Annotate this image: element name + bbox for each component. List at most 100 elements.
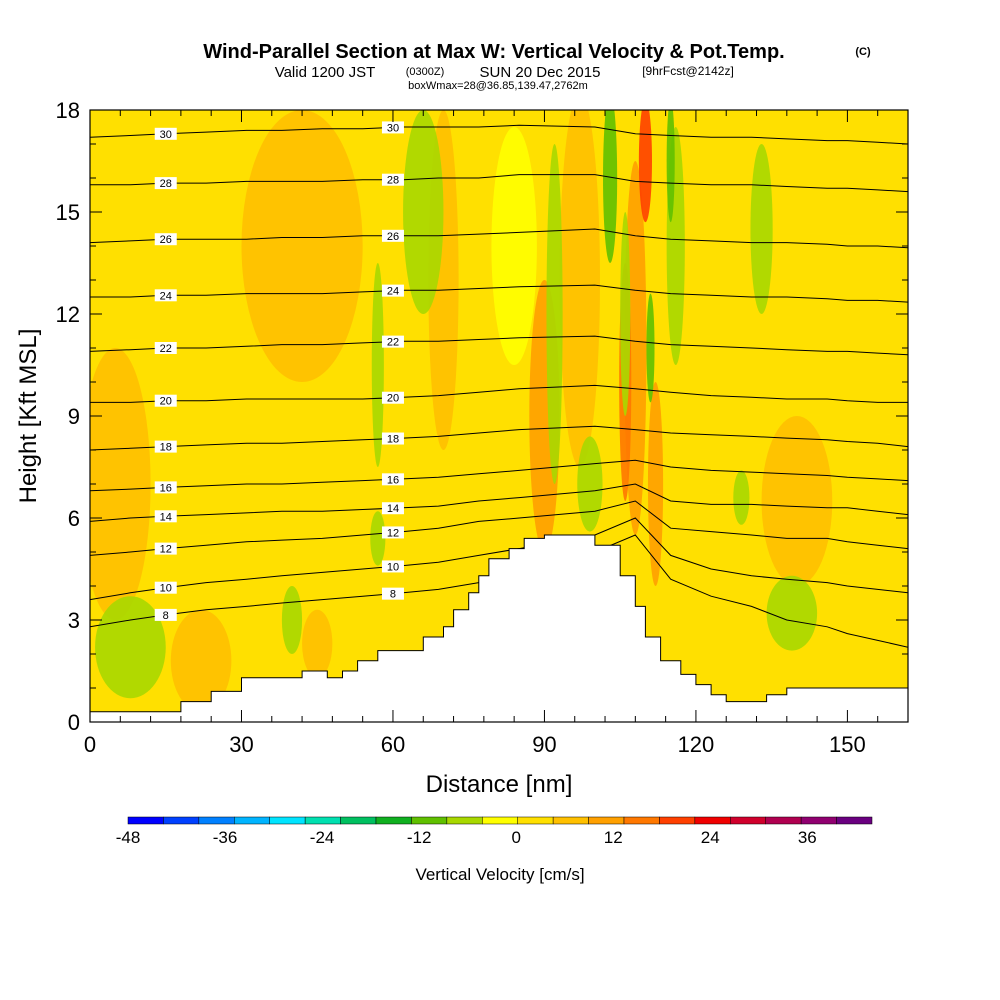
velocity-cell-20 (577, 436, 603, 532)
contour-label-bg-8-0 (154, 608, 177, 621)
theta-contour-14 (90, 483, 908, 522)
colorbar-swatch-2 (198, 816, 235, 825)
contour-label-bg-24-0 (154, 289, 177, 302)
contour-label-bg-30-1 (381, 121, 404, 134)
y-tick-label-15: 15 (56, 200, 80, 225)
contour-label-bg-18-1 (381, 432, 404, 445)
colorbar-tick-1: -36 (213, 828, 238, 847)
velocity-cell-8 (761, 416, 833, 586)
velocity-cell-12 (403, 110, 444, 314)
y-axis-label: Height [Kft MSL] (15, 329, 42, 504)
velocity-cell-27 (370, 511, 386, 566)
colorbar-swatch-1 (163, 816, 200, 825)
colorbar-swatch-20 (836, 816, 873, 825)
contour-label-bg-30-0 (154, 127, 177, 140)
colorbar-swatch-19 (800, 816, 837, 825)
chart-title-suffix: (C) (855, 46, 871, 58)
theta-contour-26 (90, 228, 908, 249)
contour-label-20-0: 20 (160, 396, 172, 408)
contour-label-22-1: 22 (387, 337, 399, 349)
contour-label-30-0: 30 (160, 129, 172, 141)
velocity-cell-25 (733, 470, 750, 525)
x-tick-label-30: 30 (229, 732, 253, 757)
y-tick-label-12: 12 (56, 302, 80, 327)
velocity-cell-16 (620, 212, 631, 416)
contour-label-bg-22-0 (154, 342, 177, 354)
velocity-cell-21 (646, 293, 655, 403)
contour-label-20-1: 20 (387, 393, 399, 405)
contour-label-12-1: 12 (387, 527, 399, 539)
velocity-cell-19 (750, 144, 773, 314)
velocity-cell-10 (302, 609, 333, 678)
contour-label-24-0: 24 (160, 290, 172, 302)
contour-label-bg-10-1 (381, 560, 404, 573)
contour-label-8-0: 8 (163, 610, 169, 622)
velocity-cell-5 (647, 382, 664, 586)
colorbar-swatch-0 (127, 816, 164, 825)
contour-label-14-0: 14 (160, 511, 172, 523)
x-tick-label-120: 120 (678, 732, 715, 757)
forecast-info: [9hrFcst@2142z] (642, 64, 734, 78)
contour-label-bg-12-0 (154, 542, 177, 555)
y-tick-label-6: 6 (68, 506, 80, 531)
theta-contour-12 (90, 500, 908, 556)
contour-label-22-0: 22 (160, 343, 172, 355)
contour-label-16-0: 16 (160, 482, 172, 494)
contour-label-bg-8-1 (381, 587, 404, 600)
contour-label-28-0: 28 (160, 178, 172, 190)
colorbar-swatch-4 (269, 816, 306, 825)
contour-label-bg-18-0 (154, 440, 177, 453)
contour-label-26-0: 26 (160, 234, 172, 246)
theta-contour-10 (90, 517, 908, 601)
contour-label-bg-28-0 (154, 177, 177, 190)
contour-label-26-1: 26 (387, 231, 399, 243)
colorbar-swatch-18 (765, 816, 802, 825)
chart-title: Wind-Parallel Section at Max W: Vertical… (203, 41, 784, 63)
colorbar-swatch-14 (623, 816, 660, 825)
theta-contour-20 (90, 384, 908, 403)
velocity-cell-26 (766, 575, 818, 651)
velocity-cell-15 (603, 110, 618, 263)
theta-contour-22 (90, 335, 908, 356)
colorbar-swatch-12 (552, 816, 589, 825)
y-tick-label-9: 9 (68, 404, 80, 429)
colorbar-label: Vertical Velocity [cm/s] (415, 865, 584, 884)
colorbar-swatch-8 (411, 816, 448, 825)
contour-label-12-0: 12 (160, 544, 172, 556)
contour-label-bg-16-1 (381, 473, 404, 486)
contour-label-8-1: 8 (390, 589, 396, 601)
contour-label-bg-20-1 (381, 391, 404, 404)
contour-label-bg-26-0 (154, 233, 177, 246)
colorbar-tick-0: -48 (116, 828, 141, 847)
contour-label-10-0: 10 (160, 583, 172, 595)
axis-ticks: 0 30 60 90 120 150 0 3 6 9 12 15 18 (56, 98, 909, 757)
colorbar-swatch-16 (694, 816, 731, 825)
contour-label-bg-14-0 (154, 510, 177, 523)
contour-label-bg-12-1 (381, 526, 404, 539)
contour-label-16-1: 16 (387, 474, 399, 486)
colorbar-swatch-7 (375, 816, 412, 825)
colorbar-swatch-11 (517, 816, 554, 825)
contour-label-bg-28-1 (381, 173, 404, 186)
colorbar-tick-7: 36 (798, 828, 817, 847)
box-wmax-info: boxWmax=28@36.85,139.47,2762m (408, 80, 588, 92)
colorbar-swatch-5 (304, 816, 341, 825)
contour-label-14-1: 14 (387, 503, 399, 515)
theta-contour-18 (90, 425, 908, 451)
colorbar-swatch-9 (446, 816, 483, 825)
valid-time: Valid 1200 JST (275, 64, 376, 81)
contour-label-18-1: 18 (387, 434, 399, 446)
x-tick-label-150: 150 (829, 732, 866, 757)
contour-label-bg-20-0 (154, 394, 177, 407)
y-tick-label-3: 3 (68, 608, 80, 633)
terrain (90, 534, 908, 722)
velocity-cell-18 (666, 110, 675, 223)
contour-label-24-1: 24 (387, 286, 399, 298)
contour-label-bg-14-1 (381, 502, 404, 515)
contour-label-bg-26-1 (381, 229, 404, 242)
terrain-profile (90, 534, 908, 722)
colorbar-swatch-3 (234, 816, 270, 825)
contour-label-18-0: 18 (160, 442, 172, 454)
contour-labels: 8 8 10 10 12 12 14 14 16 16 18 18 20 20 22 22 24 24 26 26 28… (154, 121, 404, 622)
